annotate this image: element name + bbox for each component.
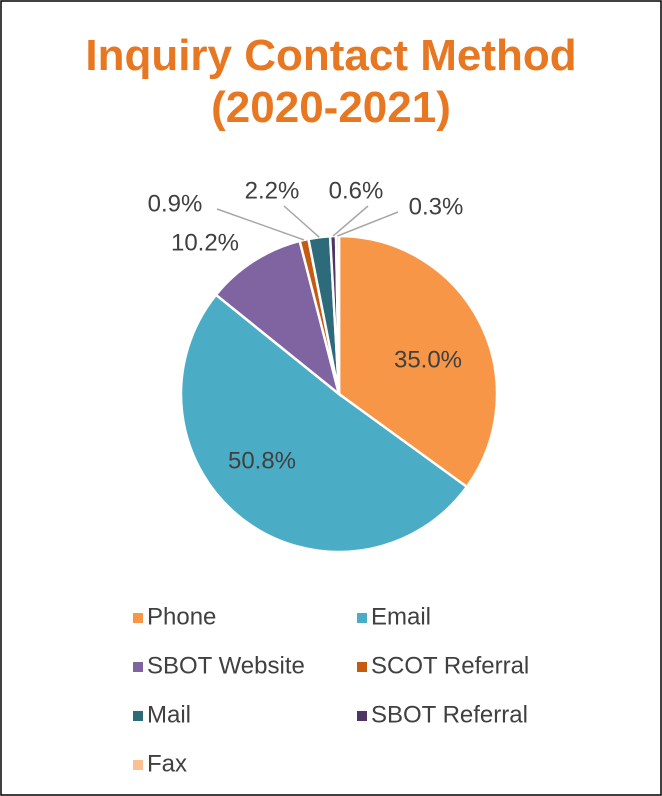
data-label: 10.2% <box>171 229 239 256</box>
legend-swatch <box>357 613 367 623</box>
leader-line <box>283 205 320 238</box>
legend-label: SCOT Referral <box>371 652 529 679</box>
pie-slice <box>337 234 499 489</box>
data-label: 0.9% <box>148 190 203 217</box>
data-label: 35.0% <box>394 346 462 373</box>
legend-label: SBOT Referral <box>371 701 528 728</box>
legend-label: Fax <box>147 750 187 777</box>
legend-swatch <box>357 711 367 721</box>
legend-label: SBOT Website <box>147 652 305 679</box>
data-label: 0.6% <box>329 177 384 204</box>
legend-swatch <box>133 613 143 623</box>
legend-swatch <box>357 662 367 672</box>
legend-label: Mail <box>147 701 191 728</box>
data-label: 50.8% <box>228 447 296 474</box>
leader-line <box>337 211 399 237</box>
pie-slice <box>179 293 469 554</box>
legend-swatch <box>133 760 143 770</box>
legend-label: Email <box>371 603 431 630</box>
leader-line <box>332 205 369 237</box>
legend-swatch <box>133 662 143 672</box>
chart-title: Inquiry Contact Method (2020-2021) <box>85 31 577 132</box>
legend-label: Phone <box>147 603 216 630</box>
data-label: 2.2% <box>245 177 300 204</box>
data-label: 0.3% <box>409 193 464 220</box>
legend-swatch <box>133 711 143 721</box>
leader-line <box>216 208 305 241</box>
